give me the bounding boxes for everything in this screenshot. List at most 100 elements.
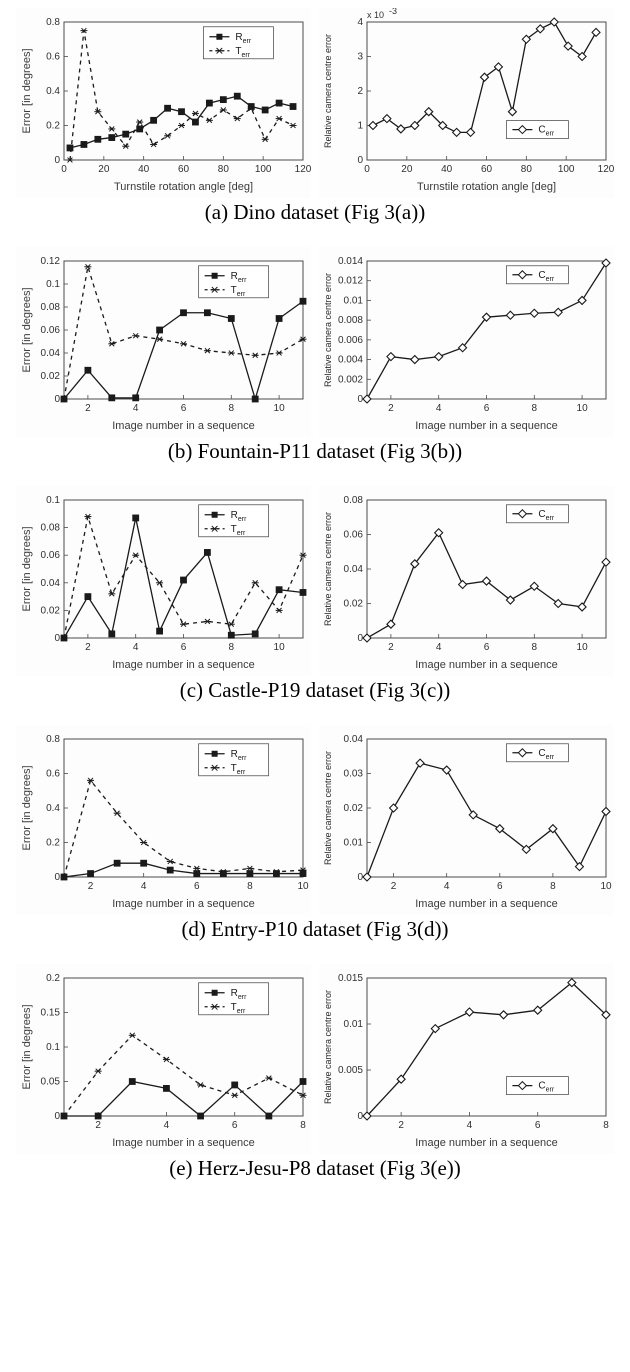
svg-text:0.01: 0.01 <box>344 295 364 306</box>
svg-text:6: 6 <box>484 403 490 414</box>
svg-text:0.1: 0.1 <box>46 495 60 506</box>
svg-text:4: 4 <box>436 642 442 653</box>
cerr-chart-0: 02040608010012001234Turnstile rotation a… <box>319 8 614 198</box>
svg-text:Relative camera centre error: Relative camera centre error <box>323 990 333 1104</box>
svg-text:100: 100 <box>255 164 272 175</box>
svg-text:0.6: 0.6 <box>46 769 60 780</box>
svg-text:0.01: 0.01 <box>344 1019 364 1030</box>
svg-text:0: 0 <box>357 1111 363 1122</box>
svg-text:Error [in degrees]: Error [in degrees] <box>21 766 33 851</box>
svg-text:2: 2 <box>398 1120 404 1131</box>
svg-text:4: 4 <box>133 403 139 414</box>
svg-text:0.8: 0.8 <box>46 17 60 28</box>
svg-text:0.004: 0.004 <box>338 355 363 366</box>
svg-text:0.008: 0.008 <box>338 315 363 326</box>
svg-text:0: 0 <box>357 872 363 883</box>
svg-text:4: 4 <box>164 1120 170 1131</box>
cerr-chart-4: 246800.0050.010.015Image number in a seq… <box>319 964 614 1154</box>
svg-text:0: 0 <box>357 633 363 644</box>
svg-text:0.08: 0.08 <box>41 523 61 534</box>
svg-text:0.2: 0.2 <box>46 121 60 132</box>
panel-row-2: 2 4 6 8 10 0 0.02 0.04 0.06 0.08 0.1 Image number i… <box>6 486 624 676</box>
svg-text:0.08: 0.08 <box>344 495 364 506</box>
svg-text:40: 40 <box>138 164 150 175</box>
svg-text:0: 0 <box>61 164 67 175</box>
svg-text:0: 0 <box>364 164 370 175</box>
svg-text:6: 6 <box>181 403 187 414</box>
svg-text:0: 0 <box>357 155 363 166</box>
svg-text:8: 8 <box>603 1120 609 1131</box>
error-chart-3: 24681000.20.40.60.8Image number in a seq… <box>16 725 311 915</box>
svg-text:2: 2 <box>85 403 91 414</box>
svg-text:10: 10 <box>274 403 286 414</box>
svg-text:Image number in a sequence: Image number in a sequence <box>112 898 254 910</box>
svg-text:8: 8 <box>300 1120 306 1131</box>
svg-text:10: 10 <box>577 403 589 414</box>
panel-caption-2: (c) Castle-P19 dataset (Fig 3(c)) <box>6 678 624 703</box>
error-chart-0: 02040608010012000.20.40.60.8Turnstile ro… <box>16 8 311 198</box>
svg-text:Error [in degrees]: Error [in degrees] <box>21 527 33 612</box>
svg-text:10: 10 <box>600 881 612 892</box>
svg-text:40: 40 <box>441 164 453 175</box>
svg-text:0.1: 0.1 <box>46 279 60 290</box>
svg-text:120: 120 <box>295 164 311 175</box>
svg-text:10: 10 <box>577 642 589 653</box>
cerr-chart-2: 24681000.020.040.060.08Image number in a… <box>319 486 614 676</box>
svg-text:0.01: 0.01 <box>344 838 364 849</box>
svg-text:8: 8 <box>247 881 253 892</box>
svg-text:8: 8 <box>550 881 556 892</box>
svg-text:0.005: 0.005 <box>338 1065 363 1076</box>
svg-text:2: 2 <box>85 642 91 653</box>
svg-text:Image number in a sequence: Image number in a sequence <box>415 659 557 671</box>
svg-text:4: 4 <box>436 403 442 414</box>
svg-text:x 10: x 10 <box>367 10 384 20</box>
panel-caption-4: (e) Herz-Jesu-P8 dataset (Fig 3(e)) <box>6 1156 624 1181</box>
svg-text:2: 2 <box>391 881 397 892</box>
svg-text:0.05: 0.05 <box>41 1077 61 1088</box>
panel-row-3: 24681000.20.40.60.8Image number in a seq… <box>6 725 624 915</box>
svg-text:0.04: 0.04 <box>344 564 364 575</box>
cerr-chart-3: 24681000.010.020.030.04Image number in a… <box>319 725 614 915</box>
panel-caption-0: (a) Dino dataset (Fig 3(a)) <box>6 200 624 225</box>
svg-text:0: 0 <box>357 394 363 405</box>
svg-text:6: 6 <box>484 642 490 653</box>
svg-text:0.06: 0.06 <box>41 550 61 561</box>
svg-text:0.02: 0.02 <box>344 599 364 610</box>
svg-text:8: 8 <box>229 642 235 653</box>
panel-row-4: 246800.050.10.150.2Image number in a seq… <box>6 964 624 1154</box>
svg-text:0.012: 0.012 <box>338 276 363 287</box>
svg-text:0.02: 0.02 <box>41 371 61 382</box>
svg-text:8: 8 <box>229 403 235 414</box>
svg-text:8: 8 <box>532 642 538 653</box>
error-chart-1: 24681000.020.040.060.080.10.12Image numb… <box>16 247 311 437</box>
svg-text:120: 120 <box>598 164 614 175</box>
svg-text:Image number in a sequence: Image number in a sequence <box>415 898 557 910</box>
svg-text:0: 0 <box>54 394 60 405</box>
svg-text:0.03: 0.03 <box>344 769 364 780</box>
svg-text:80: 80 <box>521 164 533 175</box>
svg-text:0.4: 0.4 <box>46 86 60 97</box>
svg-text:0.04: 0.04 <box>41 578 61 589</box>
panel-row-1: 24681000.020.040.060.080.10.12Image numb… <box>6 247 624 437</box>
svg-text:0.2: 0.2 <box>46 838 60 849</box>
panel-row-0: 02040608010012000.20.40.60.8Turnstile ro… <box>6 8 624 198</box>
svg-text:0.15: 0.15 <box>41 1008 61 1019</box>
svg-text:2: 2 <box>388 403 394 414</box>
svg-text:0: 0 <box>54 155 60 166</box>
svg-text:Turnstile rotation angle [deg]: Turnstile rotation angle [deg] <box>417 181 556 193</box>
svg-text:0.6: 0.6 <box>46 52 60 63</box>
svg-text:0.08: 0.08 <box>41 302 61 313</box>
svg-text:0.02: 0.02 <box>344 803 364 814</box>
svg-text:Error [in degrees]: Error [in degrees] <box>21 288 33 373</box>
svg-text:Relative camera centre error: Relative camera centre error <box>323 512 333 626</box>
svg-text:Turnstile rotation angle [deg]: Turnstile rotation angle [deg] <box>114 181 253 193</box>
svg-text:Image number in a sequence: Image number in a sequence <box>112 659 254 671</box>
svg-text:Image number in a sequence: Image number in a sequence <box>415 1137 557 1149</box>
figure-container: 02040608010012000.20.40.60.8Turnstile ro… <box>6 8 624 1181</box>
svg-text:0.06: 0.06 <box>344 530 364 541</box>
svg-text:0: 0 <box>54 633 60 644</box>
svg-text:0.006: 0.006 <box>338 335 363 346</box>
svg-text:0.12: 0.12 <box>41 256 61 267</box>
svg-text:Image number in a sequence: Image number in a sequence <box>112 420 254 432</box>
svg-text:4: 4 <box>444 881 450 892</box>
